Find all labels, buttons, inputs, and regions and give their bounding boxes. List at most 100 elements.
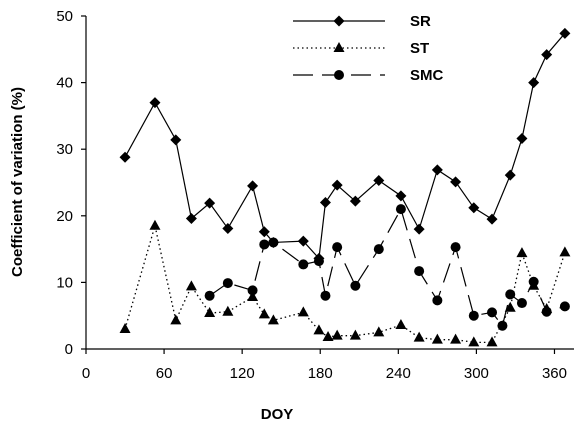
- data-point-sr: [149, 97, 161, 109]
- data-point-sr: [395, 190, 407, 202]
- data-point-st: [204, 307, 216, 318]
- axes: 0 10 20 30 40 50 0 60 120 180 240 300 360: [56, 8, 574, 382]
- data-point-st: [185, 280, 197, 291]
- series-smc: [204, 204, 570, 331]
- data-point-sr: [373, 175, 385, 187]
- data-point-smc: [268, 237, 279, 248]
- data-point-smc: [487, 307, 498, 318]
- x-tick-label: 300: [464, 365, 489, 382]
- data-point-smc: [313, 256, 324, 267]
- data-point-sr: [450, 176, 462, 188]
- series-line-sr: [124, 32, 566, 260]
- data-point-sr: [319, 196, 331, 208]
- y-axis-title: Coefficient of variation (%): [9, 87, 26, 277]
- data-point-sr: [349, 195, 361, 207]
- legend-label-sr: SR: [410, 13, 431, 30]
- data-point-st: [258, 308, 270, 319]
- legend-marker-smc: [334, 70, 344, 80]
- data-point-sr: [486, 213, 498, 225]
- data-point-smc: [516, 298, 527, 309]
- data-point-smc: [541, 306, 552, 317]
- data-point-smc: [505, 289, 516, 300]
- data-point-smc: [414, 266, 425, 277]
- data-point-st: [313, 324, 325, 335]
- data-point-sr: [185, 212, 197, 224]
- data-point-sr: [468, 202, 480, 214]
- data-point-smc: [468, 310, 479, 321]
- data-point-st: [297, 306, 309, 317]
- data-point-st: [413, 331, 425, 342]
- data-point-st: [222, 305, 234, 316]
- data-point-sr: [331, 179, 343, 191]
- data-point-st: [331, 329, 343, 340]
- x-tick-label: 240: [386, 365, 411, 382]
- series-sr: [119, 27, 571, 264]
- legend-entry-st: ST: [293, 40, 429, 57]
- data-point-sr: [528, 77, 540, 89]
- data-point-st: [516, 247, 528, 258]
- data-point-sr: [222, 222, 234, 234]
- data-point-sr: [247, 180, 259, 192]
- x-tick-label: 0: [82, 365, 90, 382]
- data-point-smc: [247, 285, 258, 296]
- data-point-st: [119, 323, 131, 334]
- x-axis-title: DOY: [261, 406, 294, 423]
- series-line-st: [124, 225, 566, 343]
- data-point-sr: [413, 223, 425, 235]
- data-point-smc: [350, 280, 361, 291]
- data-point-st: [349, 329, 361, 340]
- data-point-st: [373, 326, 385, 337]
- legend-entry-sr: SR: [293, 13, 431, 30]
- legend-marker-st: [333, 42, 345, 52]
- data-point-sr: [431, 164, 443, 176]
- y-tick-label: 40: [56, 75, 73, 92]
- data-point-st: [267, 314, 279, 325]
- y-tick-label: 0: [65, 341, 73, 358]
- data-point-smc: [259, 239, 270, 250]
- legend-label-smc: SMC: [410, 67, 444, 84]
- y-tick-label: 20: [56, 208, 73, 225]
- data-point-st: [504, 301, 516, 312]
- data-point-st: [450, 333, 462, 344]
- data-point-smc: [528, 276, 539, 287]
- data-point-st: [559, 246, 571, 257]
- data-point-smc: [395, 204, 406, 215]
- data-point-smc: [373, 244, 384, 255]
- x-tick-label: 120: [230, 365, 255, 382]
- x-tick-label: 180: [308, 365, 333, 382]
- data-point-sr: [297, 235, 309, 247]
- data-point-sr: [170, 134, 182, 146]
- data-point-st: [322, 331, 334, 342]
- x-tick-label: 60: [156, 365, 173, 382]
- legend-label-st: ST: [410, 40, 429, 57]
- data-point-sr: [541, 49, 553, 61]
- legend: SR ST SMC: [293, 13, 444, 84]
- y-tick-label: 30: [56, 141, 73, 158]
- data-point-sr: [559, 27, 571, 39]
- data-point-sr: [119, 151, 131, 163]
- data-point-smc: [559, 301, 570, 312]
- data-point-st: [395, 319, 407, 330]
- series-layer: [119, 27, 571, 347]
- data-point-st: [431, 333, 443, 344]
- data-point-smc: [450, 242, 461, 253]
- data-point-smc: [222, 278, 233, 289]
- data-point-sr: [516, 133, 528, 145]
- data-point-sr: [204, 197, 216, 209]
- data-point-st: [170, 314, 182, 325]
- data-point-smc: [298, 259, 309, 270]
- data-point-st: [149, 219, 161, 230]
- x-tick-label: 360: [542, 365, 567, 382]
- data-point-smc: [204, 290, 215, 301]
- data-point-st: [247, 291, 259, 302]
- legend-marker-sr: [333, 15, 345, 27]
- data-point-smc: [497, 320, 508, 331]
- data-point-smc: [332, 242, 343, 253]
- y-tick-label: 50: [56, 8, 73, 25]
- y-tick-label: 10: [56, 274, 73, 291]
- data-point-smc: [320, 290, 331, 301]
- data-point-st: [468, 336, 480, 347]
- legend-entry-smc: SMC: [293, 67, 444, 84]
- data-point-st: [486, 336, 498, 347]
